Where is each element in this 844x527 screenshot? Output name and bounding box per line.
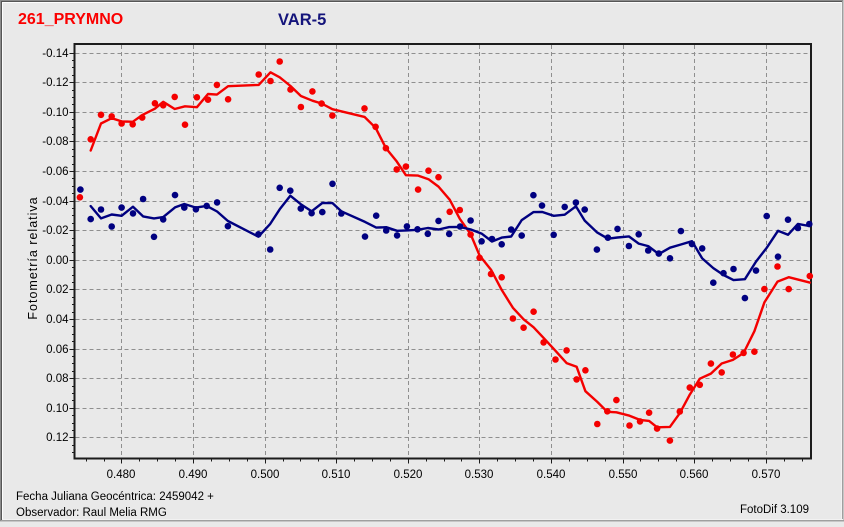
svg-text:FotoDif 3.109: FotoDif 3.109 [740,504,809,516]
svg-text:0.550: 0.550 [609,469,638,481]
svg-text:0.530: 0.530 [465,469,494,481]
svg-text:-0.02: -0.02 [42,225,68,237]
svg-text:Fecha Juliana Geocéntrica: 245: Fecha Juliana Geocéntrica: 2459042 + [16,491,214,503]
svg-text:0.510: 0.510 [322,469,351,481]
svg-text:0.08: 0.08 [46,373,68,385]
svg-text:0.490: 0.490 [179,469,208,481]
svg-text:0.520: 0.520 [394,469,423,481]
svg-text:0.02: 0.02 [46,284,68,296]
svg-text:Fotometría relativa: Fotometría relativa [26,196,40,319]
svg-text:0.560: 0.560 [680,469,709,481]
svg-text:-0.14: -0.14 [42,48,69,60]
svg-text:-0.10: -0.10 [42,107,68,119]
svg-text:0.500: 0.500 [251,469,280,481]
svg-text:0.10: 0.10 [46,403,68,415]
svg-text:-0.04: -0.04 [42,196,69,208]
svg-text:-0.12: -0.12 [42,77,68,89]
svg-text:0.00: 0.00 [46,255,68,267]
svg-text:0.480: 0.480 [107,469,136,481]
svg-text:0.04: 0.04 [46,314,69,326]
svg-text:0.12: 0.12 [46,432,68,444]
svg-text:-0.08: -0.08 [42,136,68,148]
svg-text:0.06: 0.06 [46,344,68,356]
svg-text:0.570: 0.570 [752,469,781,481]
svg-text:Observador: Raul Melia RMG: Observador: Raul Melia RMG [16,507,167,519]
svg-text:-0.06: -0.06 [42,166,68,178]
svg-text:VAR-5: VAR-5 [278,11,326,29]
svg-text:0.540: 0.540 [537,469,566,481]
svg-text:261_PRYMNO: 261_PRYMNO [18,11,123,28]
